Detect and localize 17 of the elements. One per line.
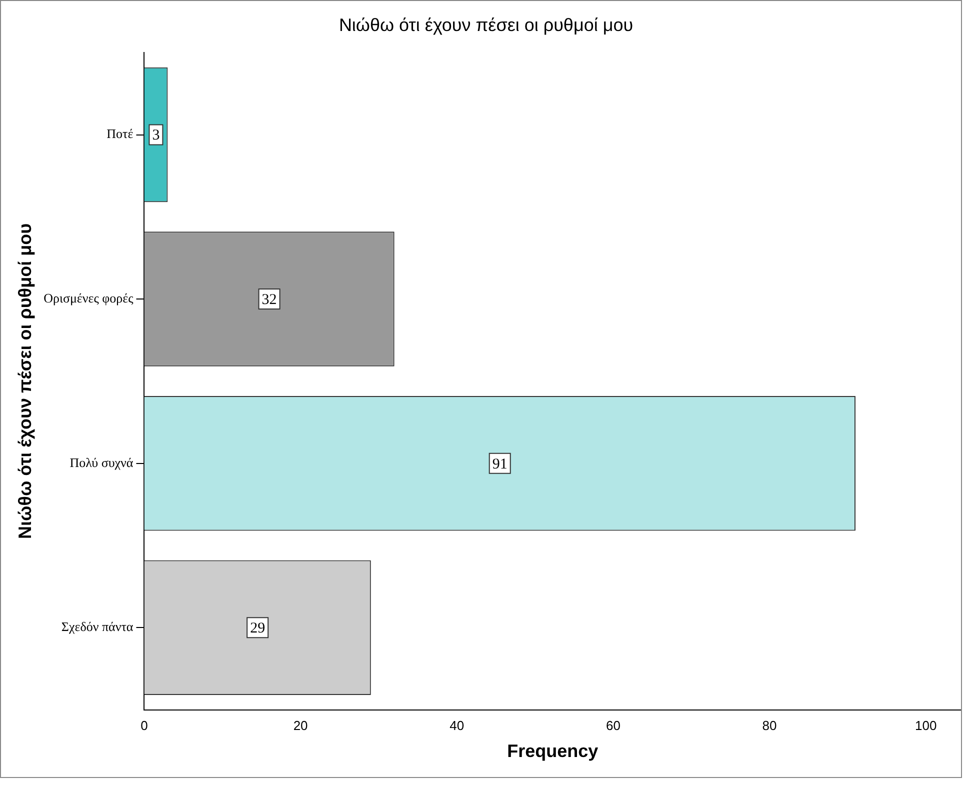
- data-label: 32: [262, 292, 277, 308]
- y-tick-label: Πολύ συχνά: [70, 454, 134, 470]
- x-tick-label: 40: [450, 718, 464, 734]
- y-tick-label: Ποτέ: [106, 126, 134, 142]
- data-label: 29: [250, 620, 266, 637]
- y-tick-label: Ορισμένες φορές: [44, 290, 134, 306]
- x-tick-label: 80: [762, 718, 777, 734]
- y-tick-label: Σχεδόν πάντα: [61, 619, 134, 634]
- x-axis-title: Frequency: [507, 741, 598, 762]
- x-tick-label: 60: [606, 718, 620, 734]
- y-axis-title: Νιώθω ότι έχουν πέσει οι ρυθμοί μου: [14, 223, 35, 539]
- data-label: 91: [492, 456, 508, 472]
- x-tick-label: 0: [140, 718, 148, 734]
- x-tick-label: 20: [293, 718, 308, 734]
- chart-title: Νιώθω ότι έχουν πέσει οι ρυθμοί μου: [338, 14, 634, 35]
- data-label: 3: [152, 128, 160, 144]
- x-tick-label: 100: [914, 718, 937, 734]
